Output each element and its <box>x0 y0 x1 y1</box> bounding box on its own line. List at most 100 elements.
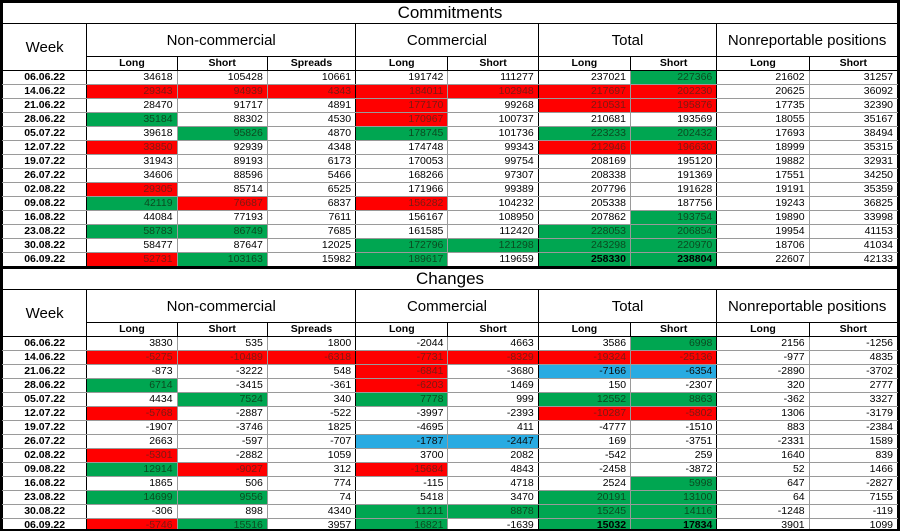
value-cell: 108950 <box>447 210 539 225</box>
value-cell: 1825 <box>266 420 357 435</box>
value-cell: -3415 <box>176 378 268 393</box>
value-cell: 3830 <box>86 336 178 351</box>
value-cell: 100737 <box>447 112 539 127</box>
value-cell: -2890 <box>716 364 810 379</box>
value-cell: 1099 <box>808 518 898 529</box>
value-cell: -25136 <box>630 350 718 365</box>
table-row: 12.07.22 -5768 -2887 -522 -3997 -2393 -10287 -5… <box>2 406 898 421</box>
week-cell: 26.07.22 <box>2 434 88 449</box>
value-cell: 103163 <box>176 252 268 267</box>
table-row: 06.06.22 34618 105428 10661 191742 111277 2370… <box>2 70 898 85</box>
subheader-long: Long <box>86 322 178 337</box>
value-cell: 32390 <box>808 98 898 113</box>
value-cell: 177170 <box>355 98 449 113</box>
week-cell: 16.08.22 <box>2 476 88 491</box>
week-cell: 30.08.22 <box>2 504 88 519</box>
subheader-short: Short <box>808 56 898 71</box>
value-cell: 6837 <box>266 196 357 211</box>
value-cell: 32931 <box>808 154 898 169</box>
subheader-long: Long <box>716 56 810 71</box>
value-cell: -6318 <box>266 350 357 365</box>
value-cell: 85714 <box>176 182 268 197</box>
value-cell: 193754 <box>629 210 718 225</box>
value-cell: 7611 <box>266 210 357 225</box>
table-row: 06.09.22 52731 103163 15982 189617 119659 2583… <box>2 252 898 267</box>
value-cell: 206854 <box>629 224 718 239</box>
value-cell: 170053 <box>355 154 449 169</box>
table-row: 16.08.22 44084 77193 7611 156167 108950 207862… <box>2 210 898 225</box>
value-cell: 340 <box>266 392 357 407</box>
table-row: 14.06.22 -5275 -10489 -6318 -7731 -8329 -19324… <box>2 350 898 365</box>
week-cell: 14.06.22 <box>2 84 88 99</box>
value-cell: -1907 <box>86 420 178 435</box>
value-cell: 210681 <box>537 112 631 127</box>
value-cell: 2663 <box>86 434 178 449</box>
value-cell: 207796 <box>537 182 631 197</box>
value-cell: 10661 <box>266 70 357 85</box>
table-row: 23.08.22 58783 86749 7685 161585 112420 228053… <box>2 224 898 239</box>
value-cell: 97307 <box>447 168 539 183</box>
value-cell: 121298 <box>447 238 539 253</box>
value-cell: 4340 <box>266 504 357 519</box>
value-cell: 312 <box>266 462 357 477</box>
value-cell: -3702 <box>808 364 898 379</box>
value-cell: 6714 <box>86 378 178 393</box>
week-cell: 23.08.22 <box>2 490 88 505</box>
value-cell: 178745 <box>355 126 449 141</box>
week-cell: 02.08.22 <box>2 182 88 197</box>
table-row: 26.07.22 2663 -597 -707 -1787 -2447 169 -3751 -2… <box>2 434 898 449</box>
table-row: 12.07.22 33850 92939 4348 174748 99343 212946 1… <box>2 140 898 155</box>
value-cell: 227366 <box>629 70 718 85</box>
subheader-short: Short <box>447 56 539 71</box>
value-cell: 99343 <box>447 140 539 155</box>
week-cell: 19.07.22 <box>2 154 88 169</box>
value-cell: 169 <box>537 434 632 449</box>
value-cell: 4870 <box>266 126 357 141</box>
group-header-commercial: Commercial <box>355 289 539 323</box>
value-cell: 36825 <box>808 196 898 211</box>
value-cell: 6173 <box>266 154 357 169</box>
week-cell: 06.09.22 <box>2 252 88 267</box>
value-cell: 202230 <box>629 84 718 99</box>
value-cell: 17551 <box>716 168 810 183</box>
subheader-long: Long <box>355 322 449 337</box>
value-cell: 35184 <box>86 112 178 127</box>
value-cell: -3680 <box>447 364 539 379</box>
value-cell: 111277 <box>447 70 539 85</box>
value-cell: 15245 <box>537 504 632 519</box>
week-cell: 28.06.22 <box>2 378 88 393</box>
value-cell: 195876 <box>629 98 718 113</box>
changes-rows: 06.06.22 3830 535 1800 -2044 4663 3586 6998 2156… <box>2 336 898 529</box>
value-cell: 20191 <box>537 490 632 505</box>
value-cell: -3179 <box>808 406 898 421</box>
value-cell: 7524 <box>176 392 268 407</box>
value-cell: -2447 <box>447 434 539 449</box>
table-row: 19.07.22 -1907 -3746 1825 -4695 411 -4777 -1510… <box>2 420 898 435</box>
value-cell: 647 <box>716 476 810 491</box>
value-cell: 150 <box>537 378 632 393</box>
value-cell: 119659 <box>447 252 539 267</box>
value-cell: 91717 <box>176 98 268 113</box>
value-cell: 18055 <box>716 112 810 127</box>
value-cell: 1466 <box>808 462 898 477</box>
value-cell: 2777 <box>808 378 898 393</box>
value-cell: 3700 <box>355 448 449 463</box>
week-cell: 06.06.22 <box>2 336 88 351</box>
value-cell: -2307 <box>630 378 718 393</box>
value-cell: 92939 <box>176 140 268 155</box>
table-row: 05.07.22 39618 95826 4870 178745 101736 223233… <box>2 126 898 141</box>
value-cell: 774 <box>266 476 357 491</box>
value-cell: 259 <box>630 448 718 463</box>
value-cell: 8863 <box>630 392 718 407</box>
value-cell: 6998 <box>630 336 718 351</box>
value-cell: 12914 <box>86 462 178 477</box>
week-cell: 14.06.22 <box>2 350 88 365</box>
value-cell: 999 <box>447 392 539 407</box>
week-cell: 26.07.22 <box>2 168 88 183</box>
value-cell: 189617 <box>355 252 449 267</box>
value-cell: 21602 <box>716 70 810 85</box>
value-cell: 88596 <box>176 168 268 183</box>
value-cell: 4843 <box>447 462 539 477</box>
value-cell: 34606 <box>86 168 178 183</box>
value-cell: 39618 <box>86 126 178 141</box>
